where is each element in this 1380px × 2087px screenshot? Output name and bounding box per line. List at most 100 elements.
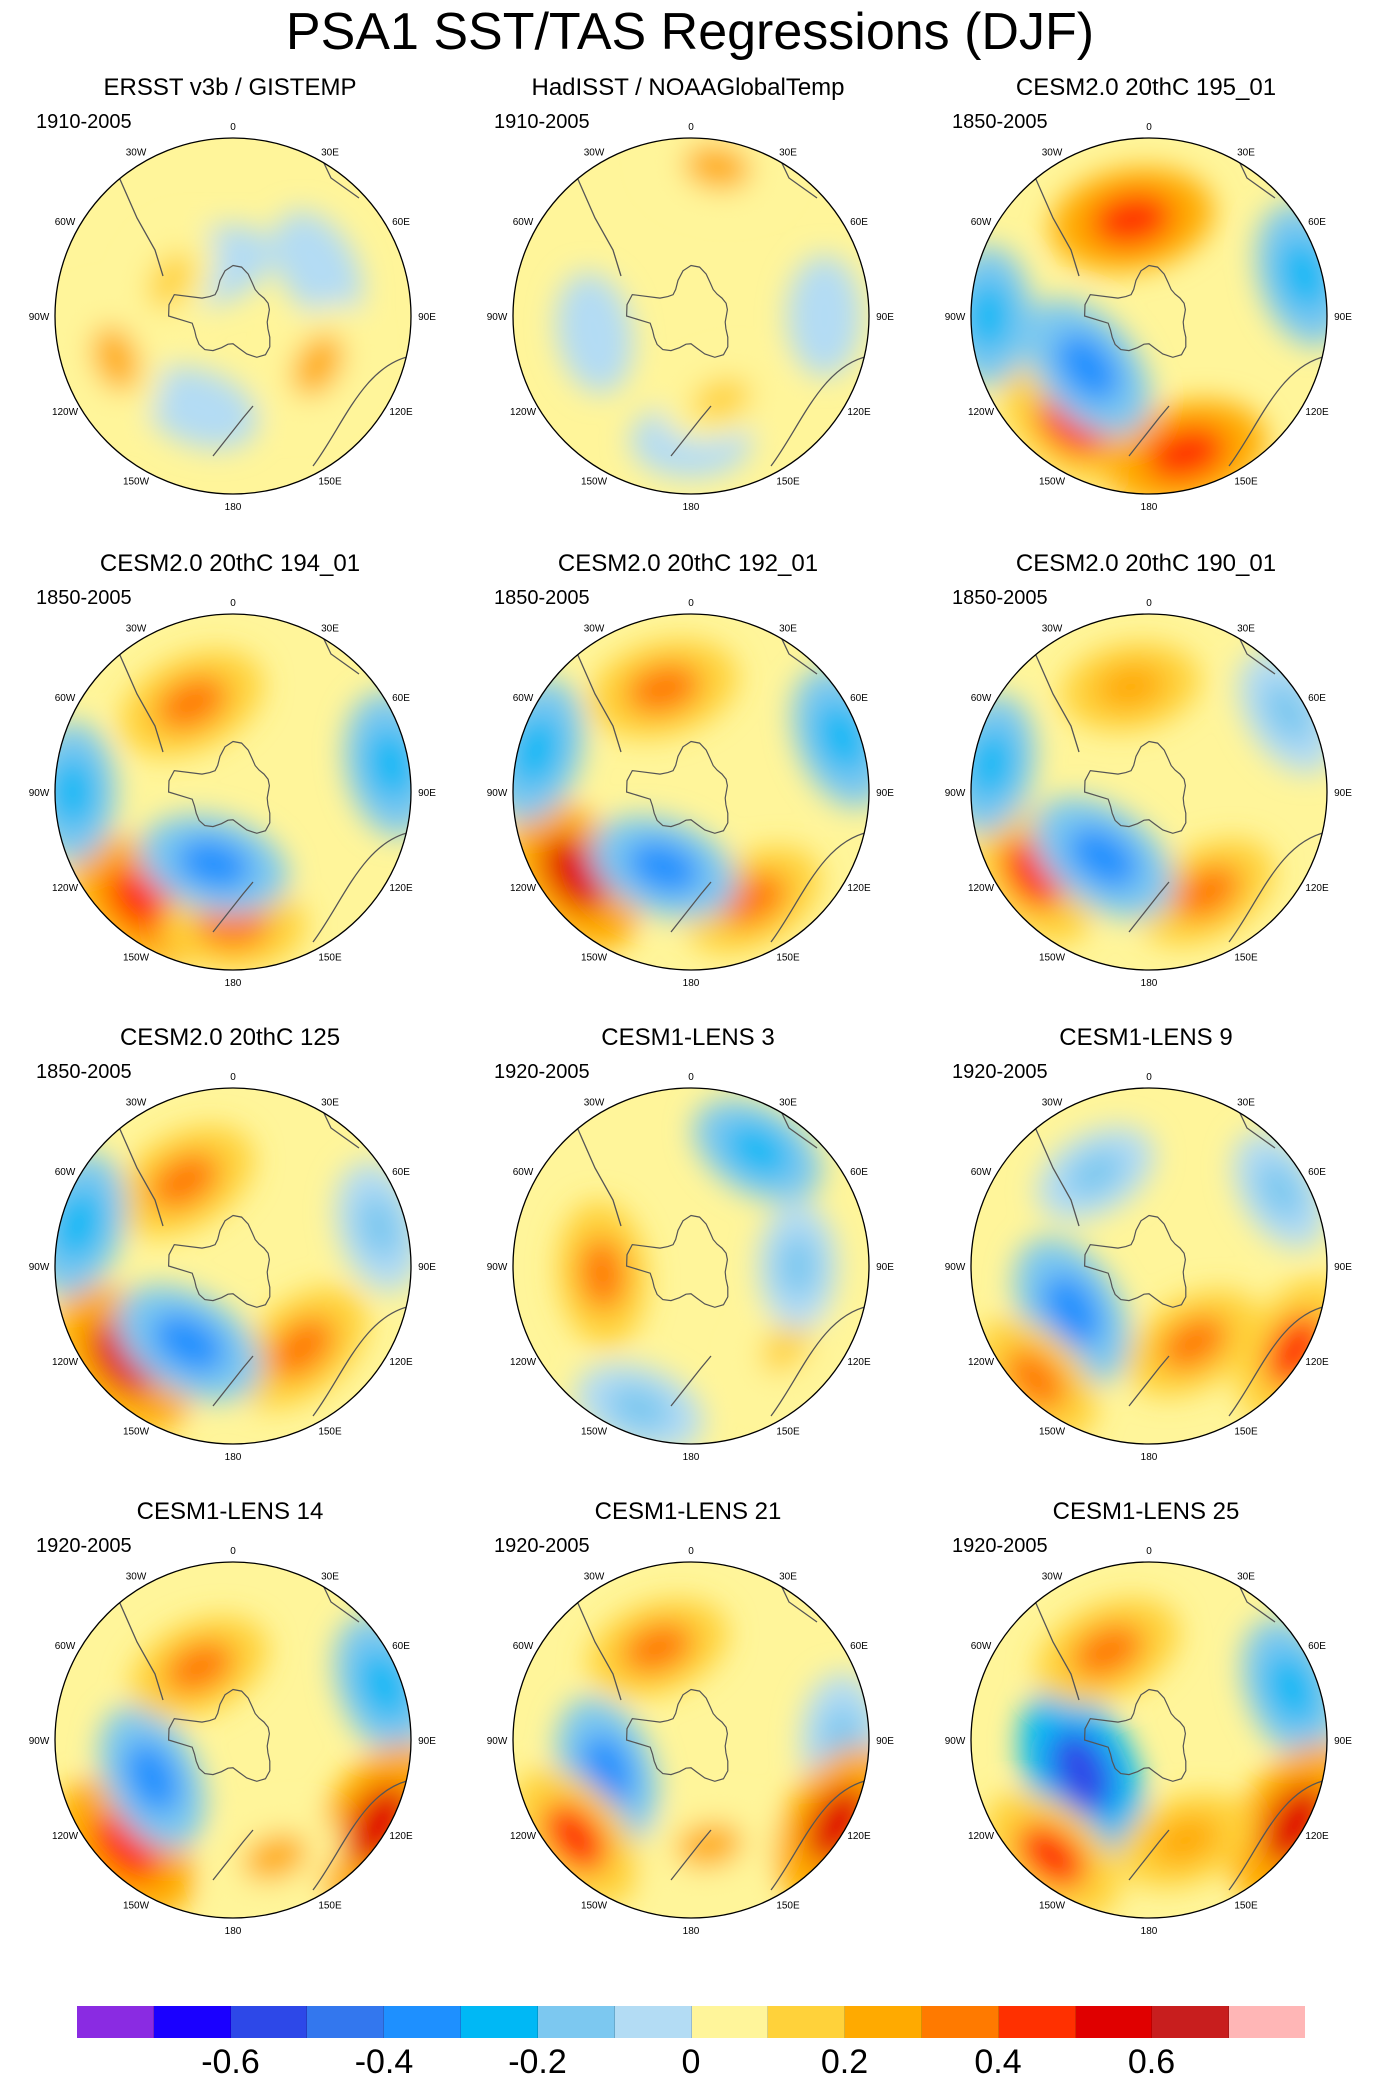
longitude-label: 60E (392, 1641, 410, 1652)
panel-years: 1850-2005 (952, 587, 1048, 609)
colorbar-swatch (537, 2006, 615, 2038)
map-panel: CESM2.0 20thC 192_01 1850-2005 0 30E 60E 90E 1… (458, 550, 918, 1020)
australia-coastline (770, 1779, 869, 1891)
antarctica-coastline (1083, 740, 1187, 834)
map-border (970, 137, 1328, 495)
longitude-label: 90W (29, 312, 50, 323)
anomaly-core (1049, 1729, 1113, 1814)
anomaly-core (1265, 1653, 1317, 1724)
longitude-label: 30W (126, 1572, 147, 1583)
colorbar-swatch (845, 2006, 922, 2038)
longitude-label: 120W (52, 1831, 79, 1842)
longitude-label: 180 (683, 978, 700, 989)
panel-title: ERSST v3b / GISTEMP (103, 74, 357, 101)
longitude-label: 180 (1141, 978, 1158, 989)
new-zealand-coastline (212, 1829, 254, 1881)
longitude-label: 90E (876, 1262, 894, 1273)
australia-coastline (770, 1305, 869, 1417)
anomaly-core (626, 841, 701, 894)
anomaly-core (1042, 1274, 1102, 1347)
new-zealand-coastline (212, 405, 254, 457)
longitude-label: 120W (968, 407, 995, 418)
longitude-label: 150W (1039, 1427, 1066, 1438)
panel-years: 1850-2005 (36, 587, 132, 609)
panel-years: 1920-2005 (952, 1535, 1048, 1557)
antarctica-coastline (625, 1214, 729, 1308)
australia-coastline (1228, 831, 1327, 943)
longitude-label: 60W (513, 217, 534, 228)
longitude-label: 180 (1141, 502, 1158, 513)
colorbar-tick-label: 0.4 (974, 2043, 1022, 2081)
anomaly-core (1066, 1149, 1126, 1198)
new-zealand-coastline (212, 881, 254, 933)
panel-years: 1850-2005 (36, 1061, 132, 1083)
longitude-label: 30E (321, 1572, 339, 1583)
panel-years: 1910-2005 (494, 111, 590, 133)
longitude-label: 30W (584, 148, 605, 159)
anomaly-core (268, 1317, 335, 1379)
longitude-label: 120W (510, 1831, 537, 1842)
longitude-label: 150W (581, 953, 608, 964)
longitude-label: 60E (392, 217, 410, 228)
longitude-label: 90W (945, 788, 966, 799)
australia-coastline (1228, 1305, 1327, 1417)
colorbar-swatch (1075, 2006, 1153, 2038)
anomaly-core (1159, 1315, 1228, 1371)
longitude-label: 180 (225, 1452, 242, 1463)
new-zealand-coastline (1128, 1829, 1170, 1881)
longitude-label: 120W (510, 1357, 537, 1368)
longitude-label: 120E (847, 1357, 871, 1368)
panel-title: CESM2.0 20thC 192_01 (557, 550, 819, 577)
longitude-label: 120W (968, 883, 995, 894)
anomaly-core (971, 729, 1015, 799)
map-panel: CESM1-LENS 25 1920-2005 0 30E 60E 90E 120E 150E… (916, 1498, 1376, 1968)
longitude-label: 60E (1308, 1641, 1326, 1652)
longitude-label: 60W (971, 693, 992, 704)
anomaly-core (578, 1237, 626, 1311)
polar-map: 0 30E 60E 90E 120E 150E 180 150W 120W 90W 60W 30W (487, 598, 895, 989)
longitude-label: 120W (52, 883, 79, 894)
longitude-label: 30E (779, 1572, 797, 1583)
longitude-label: 120E (1305, 1831, 1329, 1842)
longitude-label: 30E (321, 148, 339, 159)
longitude-label: 120W (52, 1357, 79, 1368)
map-panel: CESM2.0 20thC 190_01 1850-2005 0 30E 60E 90E 1… (916, 550, 1376, 1020)
panel-years: 1920-2005 (494, 1535, 590, 1557)
colorbar-tick-label: 0.2 (820, 2043, 869, 2081)
new-zealand-coastline (670, 405, 712, 457)
anomaly-core (92, 326, 140, 391)
longitude-label: 60E (850, 1167, 868, 1178)
longitude-label: 60W (971, 1641, 992, 1652)
polar-map: 0 30E 60E 90E 120E 150E 180 150W 120W 90W 60W 30W (29, 122, 437, 513)
antarctica-coastline (625, 740, 729, 834)
longitude-label: 150E (318, 953, 342, 964)
longitude-label: 150W (1039, 953, 1066, 964)
anomaly-core (676, 1823, 743, 1868)
south-america-coastline (572, 1117, 622, 1227)
longitude-label: 30E (779, 1098, 797, 1109)
longitude-label: 150E (1234, 1427, 1258, 1438)
longitude-label: 30W (1042, 148, 1063, 159)
anomaly-core (295, 238, 341, 296)
colorbar-labels: -0.6 -0.4 -0.2 0 0.2 0.4 0.6 (77, 2042, 1305, 2082)
longitude-label: 90E (418, 788, 436, 799)
australia-coastline (312, 355, 411, 467)
new-zealand-coastline (212, 1355, 254, 1407)
south-america-coastline (1030, 167, 1080, 277)
polar-map: 0 30E 60E 90E 120E 150E 180 150W 120W 90W 60W 30W (29, 1072, 437, 1463)
panel-years: 1920-2005 (36, 1535, 132, 1557)
longitude-label: 90E (1334, 1262, 1352, 1273)
anomaly-core (366, 728, 411, 801)
longitude-label: 60E (1308, 1167, 1326, 1178)
anomaly-core (164, 1641, 234, 1694)
map-panel: CESM2.0 20thC 194_01 1850-2005 0 30E 60E 90E 1… (0, 550, 460, 1020)
anomaly-core (292, 333, 343, 396)
panel-title: CESM1-LENS 25 (1052, 1498, 1240, 1525)
map-border (512, 1561, 870, 1919)
map-panel: CESM2.0 20thC 125 1850-2005 0 30E 60E 90E 120E… (0, 1024, 460, 1494)
anomaly-core (543, 1802, 608, 1872)
australia-coastline (770, 355, 869, 467)
longitude-label: 120W (52, 407, 79, 418)
longitude-label: 150W (1039, 1901, 1066, 1912)
longitude-label: 30E (321, 624, 339, 635)
